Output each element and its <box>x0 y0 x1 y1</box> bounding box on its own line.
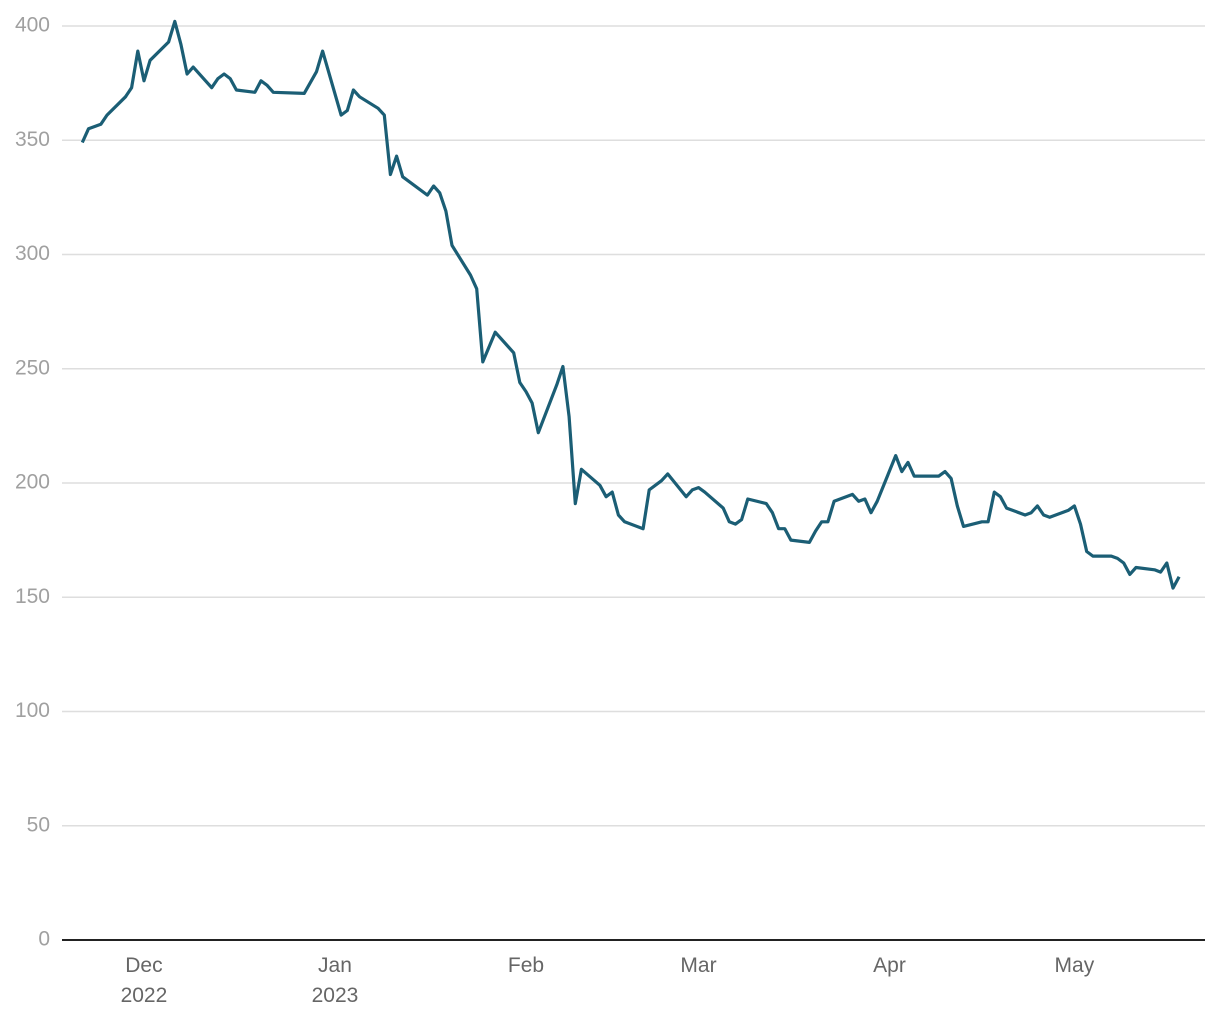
x-tick-label: Mar <box>680 954 717 977</box>
y-tick-label: 250 <box>15 356 50 379</box>
price-line <box>80 19 1181 590</box>
y-tick-label: 100 <box>15 699 50 722</box>
x-tick-label: Jan 2023 <box>311 954 359 1007</box>
y-tick-label: 200 <box>15 471 50 494</box>
x-tick-label: Dec 2022 <box>120 954 168 1007</box>
y-tick-label: 400 <box>15 14 50 37</box>
y-tick-label: 0 <box>38 928 50 951</box>
y-tick-label: 300 <box>15 242 50 265</box>
y-tick-label: 350 <box>15 128 50 151</box>
y-tick-label: 150 <box>15 585 50 608</box>
y-tick-label: 50 <box>27 813 50 836</box>
x-tick-label: May <box>1054 954 1095 977</box>
x-tick-label: Apr <box>873 954 906 977</box>
x-tick-label: Feb <box>507 954 545 977</box>
